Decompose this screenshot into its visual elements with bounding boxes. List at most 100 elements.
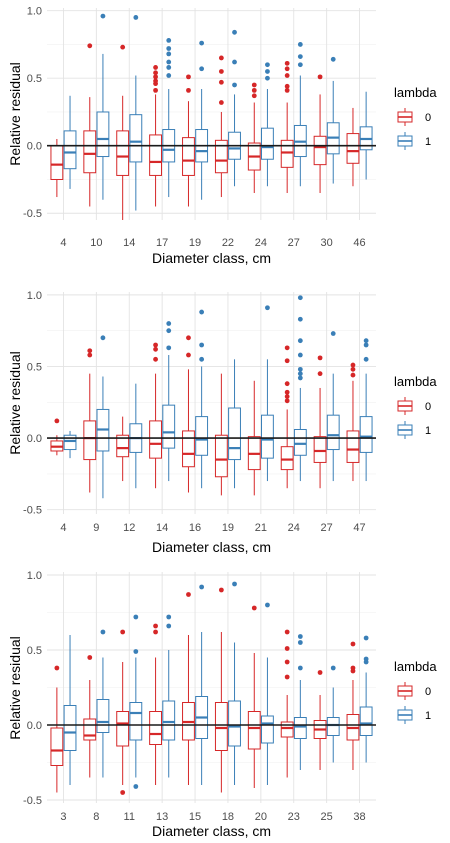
box-body xyxy=(214,702,228,751)
y-tick-label: 1.0 xyxy=(27,570,42,582)
outlier-point xyxy=(317,371,323,377)
box-lambda-1-cat-20 xyxy=(261,602,274,785)
box-body xyxy=(83,718,97,741)
box-lambda-1-cat-27 xyxy=(293,42,307,187)
outlier-point xyxy=(218,79,224,85)
x-tick-label: 8 xyxy=(93,811,99,823)
x-tick-label: 20 xyxy=(255,811,267,823)
x-tick-label: 13 xyxy=(156,811,168,823)
box-lambda-0-cat-24 xyxy=(280,345,294,489)
x-tick-label: 46 xyxy=(353,237,365,249)
chart-panel-1: -0.50.00.51.04 10 14 17 19 22 24 27 30 46Diameter… xyxy=(7,6,437,266)
outlier-point xyxy=(153,74,158,80)
outlier-point xyxy=(186,352,191,358)
box-lambda-0-cat-47 xyxy=(346,362,360,482)
box-lambda-0-cat-46 xyxy=(346,107,360,187)
x-axis-title: Diameter class, cm xyxy=(152,539,271,555)
outlier-point xyxy=(166,51,172,57)
outlier-point xyxy=(284,345,290,351)
box-lambda-1-cat-8 xyxy=(96,629,110,778)
chart-panel-2: -0.5 0.0 0.5 1.0 4 9 12 14 16 19 21 24 27 47 Diameter … xyxy=(7,290,437,555)
box-body xyxy=(182,137,195,176)
outlier-point xyxy=(265,62,270,68)
x-tick-label: 25 xyxy=(321,811,333,823)
x-tick-label: 17 xyxy=(156,237,168,249)
y-tick-label: 1.0 xyxy=(27,290,42,302)
outlier-point xyxy=(120,44,126,50)
outlier-point xyxy=(297,316,303,322)
outlier-point xyxy=(350,665,356,671)
box-lambda-1-cat-11 xyxy=(129,614,143,789)
box-lambda-1-cat-17 xyxy=(162,38,176,198)
outlier-point xyxy=(133,15,139,20)
outlier-point xyxy=(186,335,191,341)
box-body xyxy=(96,111,110,158)
box-body xyxy=(313,436,327,463)
outlier-point xyxy=(297,62,303,68)
box-lambda-1-cat-10 xyxy=(96,13,110,200)
box-body xyxy=(280,139,294,168)
outlier-point xyxy=(100,335,106,341)
outlier-point xyxy=(297,375,303,381)
outlier-point xyxy=(153,87,158,93)
outlier-point xyxy=(297,295,303,301)
legend-title: lambda xyxy=(394,659,437,674)
box-body xyxy=(228,407,241,461)
box-lambda-1-cat-27 xyxy=(326,331,340,482)
box-lambda-1-cat-24 xyxy=(261,62,274,187)
outlier-point xyxy=(265,305,270,311)
box-lambda-0-cat-4 xyxy=(50,418,64,456)
y-axis-title: Relative residual xyxy=(7,351,23,455)
outlier-point xyxy=(284,87,290,93)
legend: lambda 0 1 xyxy=(394,85,437,150)
x-tick-label: 9 xyxy=(93,522,99,534)
box-lambda-1-cat-19 xyxy=(228,359,241,489)
x-tick-label: 47 xyxy=(353,522,365,534)
x-tick-label: 11 xyxy=(124,811,135,823)
outlier-point xyxy=(166,65,172,70)
outlier-point xyxy=(284,358,290,364)
x-axis-title: Diameter class, cm xyxy=(152,250,271,266)
x-tick-label: 24 xyxy=(288,522,300,534)
x-tick-label: 19 xyxy=(222,522,234,534)
outlier-point xyxy=(120,629,126,635)
outlier-point xyxy=(297,54,303,60)
box-body xyxy=(280,446,294,471)
legend-key-lambda-1 xyxy=(397,706,413,724)
outlier-point xyxy=(363,338,369,344)
outlier-point xyxy=(133,649,139,654)
outlier-point xyxy=(265,75,270,81)
box-lambda-0-cat-21 xyxy=(247,380,261,496)
outlier-point xyxy=(100,629,106,635)
legend-label-0: 0 xyxy=(425,112,431,124)
box-body xyxy=(261,715,274,744)
y-axis-title: Relative residual xyxy=(7,62,23,166)
outlier-point xyxy=(232,29,237,35)
box-body xyxy=(280,721,294,738)
x-tick-label: 21 xyxy=(255,522,267,534)
box-body xyxy=(195,416,209,456)
box-body xyxy=(313,135,327,166)
outlier-point xyxy=(166,623,172,629)
box-body xyxy=(129,114,143,163)
box-body xyxy=(129,702,143,741)
outlier-point xyxy=(153,623,158,629)
box-lambda-1-cat-14 xyxy=(162,321,176,482)
outlier-point xyxy=(166,38,172,43)
outlier-point xyxy=(284,394,290,399)
box-body xyxy=(63,434,77,451)
outlier-point xyxy=(166,328,172,334)
x-tick-label: 24 xyxy=(255,237,267,249)
outlier-point xyxy=(284,629,290,635)
x-tick-label: 30 xyxy=(321,237,333,249)
box-lambda-1-cat-13 xyxy=(162,614,176,778)
outlier-point xyxy=(251,93,257,99)
box-lambda-1-cat-38 xyxy=(359,635,373,763)
box-body xyxy=(228,700,241,747)
x-tick-label: 23 xyxy=(288,811,300,823)
box-body xyxy=(359,706,373,736)
chart-panel-3: -0.50.00.51.03 8 11 13 15 18 20 23 25 38Diameter … xyxy=(7,570,437,839)
legend: lambda 0 1 xyxy=(394,374,437,439)
box-lambda-1-cat-15 xyxy=(195,584,209,785)
outlier-point xyxy=(297,352,303,358)
